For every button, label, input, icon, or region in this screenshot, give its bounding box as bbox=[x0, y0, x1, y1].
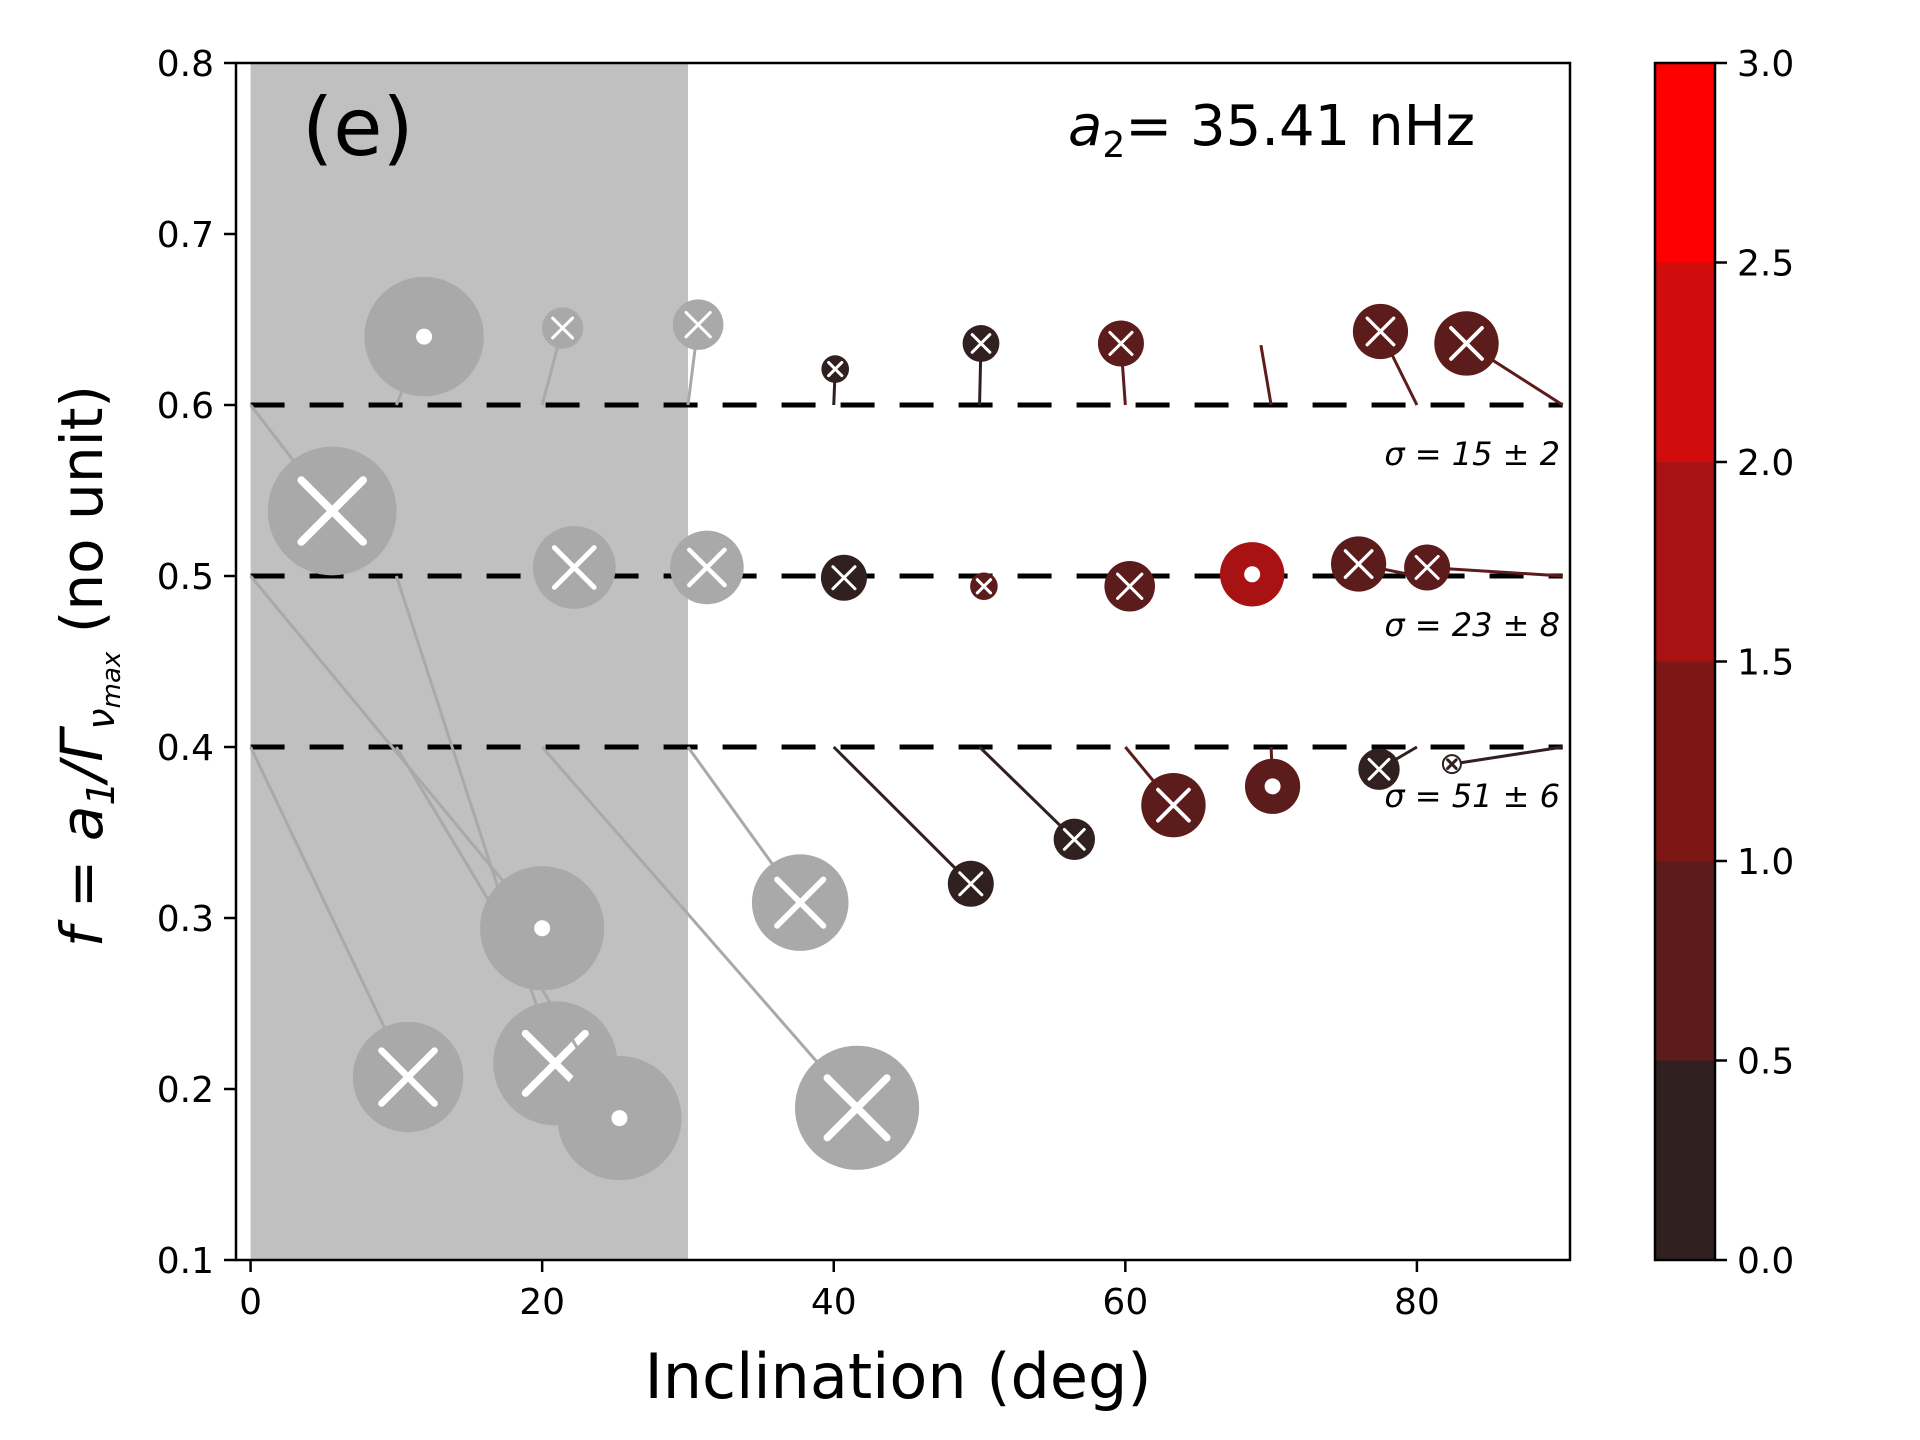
x-marker bbox=[1449, 326, 1484, 361]
x-marker bbox=[1343, 549, 1374, 579]
colorbar-tick-label: 0.0 bbox=[1737, 1241, 1794, 1282]
x-marker bbox=[958, 871, 984, 897]
a2-subscript: 2 bbox=[1102, 125, 1125, 166]
offset-connector-line bbox=[394, 575, 557, 1064]
data-points bbox=[249, 276, 1564, 1181]
ylabel-sub2: ν bbox=[79, 708, 123, 729]
offset-connector-line bbox=[832, 745, 972, 885]
y-tick-label: 0.2 bbox=[157, 1070, 214, 1111]
y-tick-label: 0.5 bbox=[157, 557, 214, 598]
x-tick-label: 40 bbox=[811, 1282, 857, 1323]
x-marker bbox=[774, 876, 827, 929]
x-tick-label: 0 bbox=[239, 1282, 262, 1323]
x-marker bbox=[970, 333, 992, 354]
dot-marker bbox=[611, 1110, 628, 1127]
x-marker bbox=[551, 316, 575, 340]
y-tick-label: 0.8 bbox=[157, 44, 214, 85]
axes-frame bbox=[234, 61, 1572, 1262]
x-marker bbox=[551, 545, 597, 590]
x-marker bbox=[1365, 316, 1396, 347]
sigma-label: σ = 51 ± 6 bbox=[1384, 777, 1560, 815]
x-axis-label: Inclination (deg) bbox=[644, 1340, 1151, 1413]
x-marker bbox=[827, 360, 844, 378]
x-marker bbox=[1367, 757, 1391, 781]
colorbar-tick-label: 2.0 bbox=[1737, 443, 1794, 484]
y-tick-label: 0.4 bbox=[157, 728, 214, 769]
sigma-label: σ = 15 ± 2 bbox=[1384, 435, 1560, 473]
x-tick-label: 20 bbox=[519, 1282, 565, 1323]
x-marker bbox=[297, 476, 367, 546]
sigma-label: σ = 23 ± 8 bbox=[1384, 606, 1560, 644]
colorbar-tick-label: 1.0 bbox=[1737, 842, 1794, 883]
x-marker bbox=[687, 547, 727, 588]
colorbar-tick-label: 2.5 bbox=[1737, 244, 1794, 285]
y-tick-label: 0.3 bbox=[157, 899, 214, 940]
ylabel-tail: (no unit) bbox=[48, 385, 116, 652]
offset-connector-line bbox=[1259, 344, 1273, 406]
x-tick-label: 80 bbox=[1394, 1282, 1440, 1323]
dot-marker bbox=[1244, 566, 1261, 583]
panel-label: (e) bbox=[302, 81, 414, 174]
ylabel-slash: /Γ bbox=[48, 725, 116, 787]
axes: 0 20 40 60 80 0.1 0.2 0.3 0.4 0.5 0.6 0.7 0.8 bbox=[157, 44, 1572, 1323]
offset-connector-line bbox=[395, 746, 621, 1119]
dot-marker bbox=[416, 328, 433, 345]
x-marker bbox=[1414, 554, 1440, 580]
offset-connector-line bbox=[249, 746, 410, 1078]
y-tick-label: 0.7 bbox=[157, 215, 214, 256]
y-tick-label: 0.6 bbox=[157, 386, 214, 427]
x-marker bbox=[975, 578, 993, 595]
colorbar-tick-label: 0.5 bbox=[1737, 1042, 1794, 1083]
offset-connector-line bbox=[1451, 745, 1563, 766]
colorbar-tick-label: 1.5 bbox=[1737, 643, 1794, 684]
y-tick-label: 0.1 bbox=[157, 1241, 214, 1282]
x-marker bbox=[1116, 572, 1144, 600]
x-marker bbox=[1062, 827, 1086, 851]
x-marker bbox=[684, 310, 712, 339]
x-tick-label: 60 bbox=[1102, 1282, 1148, 1323]
dot-marker bbox=[534, 920, 551, 937]
colorbar-segment bbox=[1655, 63, 1715, 263]
a2-annotation: a2= 35.41 nHz bbox=[1068, 94, 1475, 166]
a2-symbol: a bbox=[1068, 94, 1102, 159]
ylabel-eq: = a bbox=[48, 806, 116, 927]
ylabel-sub1: 1 bbox=[79, 781, 123, 805]
offset-connector-line bbox=[541, 746, 859, 1109]
x-marker bbox=[1446, 758, 1458, 770]
x-marker bbox=[1108, 330, 1134, 356]
colorbar-segment bbox=[1655, 661, 1715, 861]
a2-value: = 35.41 nHz bbox=[1125, 94, 1475, 159]
x-marker bbox=[823, 1074, 891, 1142]
colorbar-segment bbox=[1655, 262, 1715, 462]
dot-marker bbox=[1264, 778, 1281, 795]
y-axis-label: f = a1/Γνmax (no unit) bbox=[48, 385, 127, 947]
colorbar-tick-label: 3.0 bbox=[1737, 44, 1794, 85]
colorbar-segment bbox=[1655, 861, 1715, 1061]
x-marker bbox=[378, 1047, 438, 1107]
x-marker bbox=[1156, 787, 1191, 823]
offset-connector-line bbox=[978, 745, 1076, 841]
colorbar: 0.0 0.5 1.0 1.5 2.0 2.5 3.0 bbox=[1653, 44, 1794, 1282]
colorbar-segment bbox=[1655, 462, 1715, 662]
x-marker bbox=[831, 565, 857, 591]
ylabel-sub3: max bbox=[97, 651, 127, 708]
colorbar-segment bbox=[1655, 1060, 1715, 1260]
